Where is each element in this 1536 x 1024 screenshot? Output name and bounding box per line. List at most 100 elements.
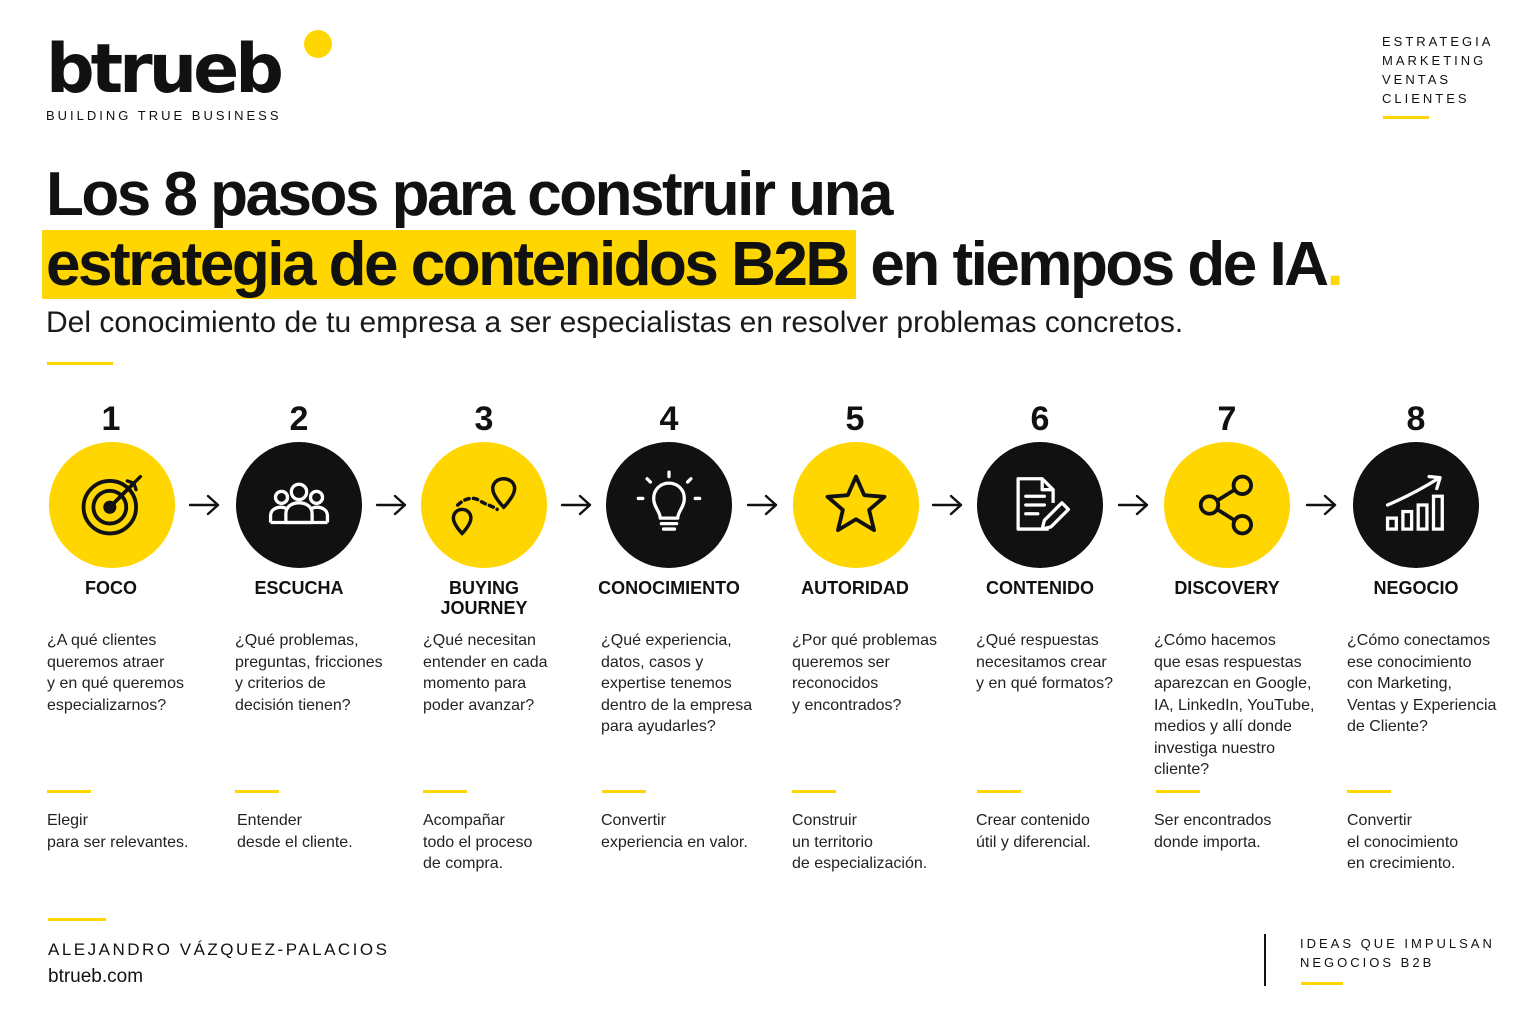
label-line: JOURNEY [440, 598, 528, 618]
question-line: ¿Cómo conectamos [1347, 632, 1491, 649]
step-accent-bar [423, 790, 467, 793]
step-number: 8 [1406, 400, 1426, 438]
step-accent-bar [977, 790, 1021, 793]
step-question: ¿Qué necesitan entender en cada momento … [423, 630, 548, 716]
logo-tagline: BUILDING TRUE BUSINESS [46, 108, 282, 123]
question-line: queremos ser [792, 653, 890, 671]
top-tag: CLIENTES [1382, 91, 1470, 106]
question-line: ¿Qué experiencia, [601, 632, 732, 649]
step-number: 4 [659, 400, 679, 438]
step-accent-bar [792, 790, 836, 793]
question-line: Ventas y Experiencia [1347, 696, 1497, 714]
step-icon-circle [793, 442, 919, 568]
step-label: CONTENIDO [986, 578, 1094, 598]
step-question: ¿Qué experiencia, datos, casos y experti… [601, 630, 752, 738]
step-question: ¿Por qué problemas queremos ser reconoci… [792, 630, 937, 716]
step-label: AUTORIDAD [801, 578, 909, 598]
step-result: Crear contenido útil y diferencial. [976, 810, 1091, 853]
question-line: con Marketing, [1347, 675, 1452, 692]
question-line: reconocidos [792, 675, 879, 692]
lightbulb-icon [636, 470, 702, 531]
question-line: ¿Qué necesitan [423, 632, 536, 649]
question-line: y en qué queremos [47, 675, 184, 692]
result-line: útil y diferencial. [976, 833, 1091, 851]
question-line: ¿Cómo hacemos [1154, 632, 1276, 649]
question-line: y criterios de [235, 675, 326, 692]
result-line: experiencia en valor. [601, 833, 748, 851]
title-line-1: Los 8 pasos para construir una [46, 160, 893, 229]
result-line: en crecimiento. [1347, 855, 1456, 872]
motto-line: IDEAS QUE IMPULSAN [1300, 936, 1495, 951]
logo-dot-icon [304, 30, 332, 58]
step-icon-circle [49, 442, 175, 568]
step-accent-bar [1156, 790, 1200, 793]
arrow-right-icon [1117, 494, 1149, 516]
question-line: que esas respuestas [1154, 653, 1302, 671]
result-line: un territorio [792, 833, 873, 851]
page-title: Los 8 pasos para construir una estrategi… [42, 160, 1344, 300]
arrow-right-icon [1305, 494, 1337, 516]
growth-chart-icon [1385, 474, 1444, 531]
question-line: expertise tenemos [601, 675, 732, 692]
result-line: Crear contenido [976, 812, 1090, 829]
title-highlight: estrategia de contenidos B2B [42, 230, 856, 299]
route-icon [451, 476, 517, 536]
step-number: 1 [101, 400, 121, 438]
step-accent-bar [1347, 790, 1391, 793]
question-line: IA, LinkedIn, YouTube, [1154, 696, 1315, 714]
result-line: todo el proceso [423, 833, 533, 851]
result-line: el conocimiento [1347, 833, 1459, 851]
top-tag: MARKETING [1382, 53, 1487, 68]
page-subtitle: Del conocimiento de tu empresa a ser esp… [46, 306, 1184, 339]
step-question: ¿Qué problemas, preguntas, fricciones y … [235, 630, 383, 716]
step-label: CONOCIMIENTO [598, 578, 740, 598]
result-line: Acompañar [423, 812, 505, 829]
subtitle-accent-bar [47, 362, 113, 365]
question-line: necesitamos crear [976, 653, 1107, 671]
result-line: Convertir [601, 812, 666, 829]
step-label: FOCO [85, 578, 137, 598]
step-icon-circle [977, 442, 1103, 568]
step-icon-circle [1164, 442, 1290, 568]
result-line: Construir [792, 812, 857, 829]
result-line: desde el cliente. [237, 833, 353, 851]
arrow-right-icon [375, 494, 407, 516]
step-number: 7 [1217, 400, 1237, 438]
step-result: Entender desde el cliente. [237, 810, 353, 853]
footer-accent-bar [48, 918, 106, 921]
top-tags: ESTRATEGIA MARKETING VENTAS CLIENTES [1382, 32, 1493, 108]
target-icon [81, 474, 143, 536]
question-line: ¿Por qué problemas [792, 632, 937, 649]
question-line: decisión tienen? [235, 696, 351, 714]
step-label: ESCUCHA [254, 578, 344, 598]
question-line: queremos atraer [47, 653, 165, 671]
footer-divider [1264, 934, 1266, 986]
question-line: ¿A qué clientes [47, 632, 157, 649]
step-label: BUYING JOURNEY [389, 578, 579, 618]
step-question: ¿Cómo hacemos que esas respuestas aparez… [1154, 630, 1314, 781]
result-line: para ser relevantes. [47, 833, 189, 851]
question-line: momento para [423, 675, 527, 692]
question-line: ¿Qué problemas, [235, 632, 359, 649]
step-number: 3 [474, 400, 494, 438]
step-number: 5 [845, 400, 865, 438]
arrow-right-icon [746, 494, 778, 516]
question-line: especializarnos? [47, 696, 167, 714]
document-edit-icon [1016, 477, 1071, 531]
question-line: poder avanzar? [423, 696, 535, 714]
step-accent-bar [235, 790, 279, 793]
label-line: BUYING [448, 578, 519, 598]
result-line: Convertir [1347, 812, 1412, 829]
step-question: ¿Qué respuestas necesitamos crear y en q… [976, 630, 1113, 695]
site-link[interactable]: btrueb.com [48, 966, 144, 987]
arrow-right-icon [188, 494, 220, 516]
question-line: de Cliente? [1347, 718, 1428, 735]
step-result: Convertir experiencia en valor. [601, 810, 748, 853]
result-line: Elegir [47, 812, 88, 829]
top-tags-accent-bar [1383, 116, 1429, 119]
step-label: NEGOCIO [1373, 578, 1459, 598]
question-line: entender en cada [423, 653, 548, 671]
title-end-dot: . [1326, 230, 1344, 299]
question-line: dentro de la empresa [601, 696, 753, 714]
step-question: ¿A qué clientes queremos atraer y en qué… [47, 630, 184, 716]
